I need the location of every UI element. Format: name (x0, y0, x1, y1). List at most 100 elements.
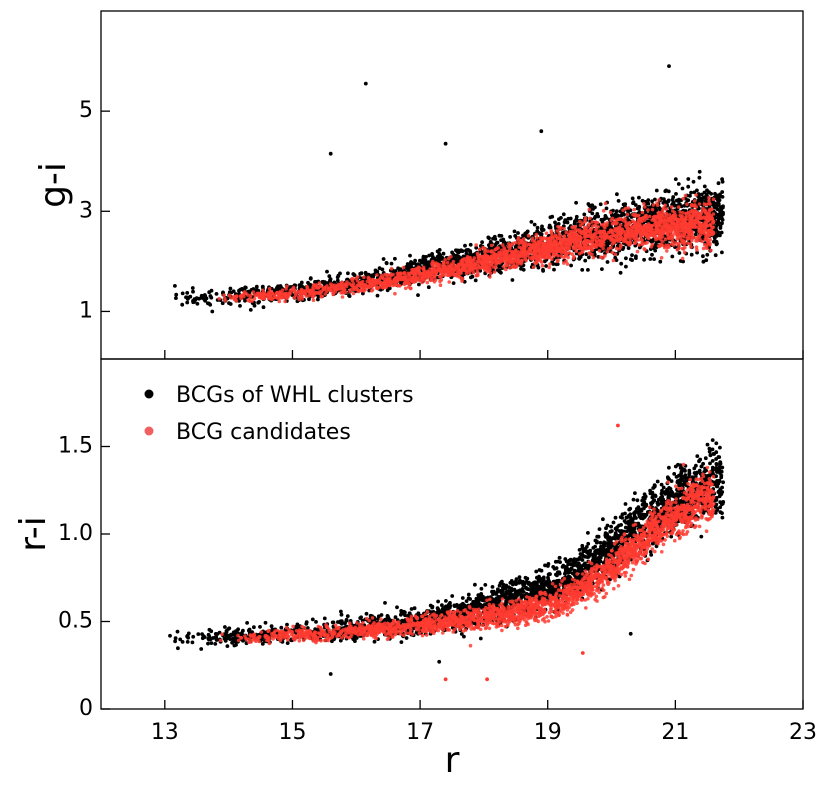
data-point (560, 238, 564, 242)
data-point (715, 207, 720, 212)
data-point (494, 260, 499, 264)
data-point (646, 208, 650, 212)
data-point (439, 278, 444, 282)
data-point (605, 260, 610, 264)
data-point (434, 261, 438, 265)
data-point (690, 235, 695, 240)
data-point (209, 288, 214, 293)
data-point (540, 227, 545, 232)
data-point (305, 285, 310, 290)
data-point (548, 215, 553, 220)
data-point (692, 199, 697, 203)
data-point (185, 300, 190, 305)
data-point (707, 216, 711, 220)
data-point (527, 256, 532, 260)
data-point (373, 268, 378, 273)
data-point (606, 230, 611, 235)
data-point (351, 272, 356, 276)
data-point (508, 243, 513, 248)
data-point (430, 272, 434, 277)
data-point (558, 248, 562, 252)
data-point (184, 295, 188, 300)
data-point-outlier (667, 64, 671, 68)
data-point (672, 218, 676, 222)
data-point (457, 255, 461, 259)
data-point (429, 278, 433, 283)
data-point (563, 250, 568, 254)
data-point (588, 216, 592, 221)
data-point (681, 239, 685, 243)
data-point (642, 202, 646, 206)
data-point (323, 285, 328, 290)
data-point (223, 296, 227, 301)
data-point (676, 219, 681, 223)
data-point (713, 191, 717, 196)
data-point (476, 263, 480, 268)
data-point (484, 259, 488, 264)
data-point (650, 242, 655, 247)
data-point (283, 299, 287, 304)
data-point (666, 236, 671, 240)
data-point (653, 197, 657, 202)
data-point (214, 292, 219, 296)
data-point (673, 177, 678, 182)
data-point (544, 255, 548, 260)
data-point (278, 290, 282, 295)
data-point (535, 236, 539, 240)
data-point (720, 216, 724, 221)
data-point (548, 225, 553, 230)
data-point (470, 274, 475, 279)
data-point (613, 252, 618, 256)
data-point (445, 260, 450, 265)
data-point (493, 237, 498, 241)
data-point (688, 242, 693, 246)
data-point (705, 252, 710, 257)
data-point (518, 254, 522, 259)
data-point (601, 230, 605, 235)
data-point (642, 257, 646, 262)
data-point (695, 250, 699, 255)
data-point (691, 225, 696, 229)
data-point (614, 227, 618, 231)
data-point (568, 229, 572, 234)
data-point (513, 264, 518, 269)
data-point (510, 278, 515, 282)
data-point (662, 229, 666, 234)
data-point (601, 243, 606, 247)
data-point (720, 195, 725, 199)
data-point (562, 226, 566, 231)
data-point (544, 237, 549, 241)
data-point (535, 256, 540, 260)
data-point (610, 242, 615, 246)
data-point (613, 221, 617, 225)
data-point (468, 255, 473, 260)
data-point (354, 276, 358, 281)
data-point (457, 275, 461, 279)
data-point (323, 292, 328, 296)
data-point (681, 196, 686, 201)
data-point (501, 256, 506, 261)
data-point (616, 199, 621, 203)
data-point (559, 216, 563, 220)
data-point (560, 231, 565, 235)
data-point (697, 175, 702, 180)
data-point (548, 262, 552, 266)
data-point (577, 256, 582, 261)
data-point (508, 235, 512, 239)
data-point (277, 299, 282, 304)
data-point (359, 281, 364, 286)
data-point (650, 199, 654, 204)
data-point (474, 243, 479, 247)
data-point (346, 271, 350, 276)
data-point (366, 285, 371, 290)
data-point (421, 265, 426, 270)
data-point (682, 250, 687, 255)
data-point (502, 265, 506, 269)
data-point (540, 263, 545, 268)
data-point (607, 241, 611, 246)
data-point (699, 192, 704, 197)
data-point (608, 234, 613, 239)
data-point (675, 237, 679, 241)
data-point (174, 296, 178, 300)
data-point (625, 212, 630, 217)
